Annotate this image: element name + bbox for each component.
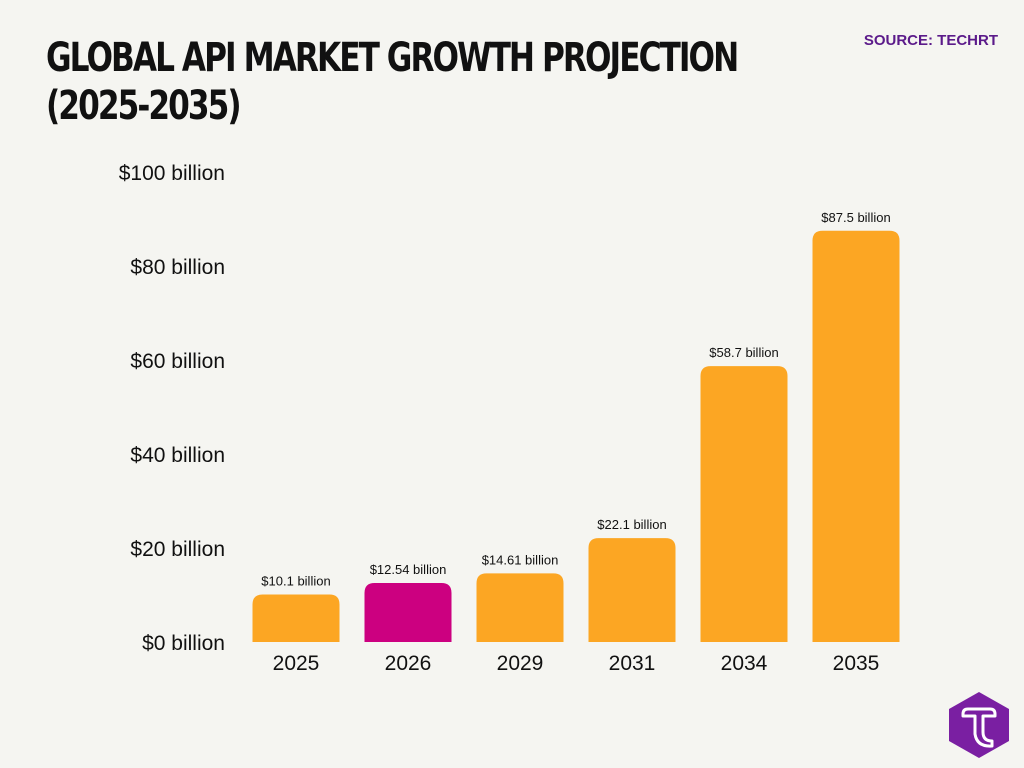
source-label: SOURCE: TECHRT <box>863 32 998 49</box>
y-tick-label: $100 billion <box>119 162 225 185</box>
techrt-t-logo-icon <box>949 692 1009 758</box>
x-tick-label: 2029 <box>497 652 544 675</box>
x-tick-label: 2026 <box>385 652 432 675</box>
bar <box>588 538 676 642</box>
bar <box>700 366 788 642</box>
y-tick-label: $0 billion <box>142 632 225 655</box>
bar <box>476 573 564 642</box>
bar <box>812 230 900 642</box>
y-tick-label: $40 billion <box>130 444 225 467</box>
y-tick-label: $80 billion <box>130 256 225 279</box>
data-label: $58.7 billion <box>709 345 778 360</box>
bar <box>364 583 452 642</box>
x-tick-label: 2034 <box>721 652 768 675</box>
chart-title-line-2: (2025-2035) <box>46 83 242 129</box>
bar <box>252 594 340 642</box>
x-tick-label: 2025 <box>273 652 320 675</box>
data-label: $12.54 billion <box>370 562 447 577</box>
x-tick-label: 2031 <box>609 652 656 675</box>
data-label: $87.5 billion <box>821 210 890 225</box>
data-label: $10.1 billion <box>261 574 330 589</box>
y-tick-label: $20 billion <box>130 538 225 561</box>
data-label: $14.61 billion <box>482 552 559 567</box>
x-tick-label: 2035 <box>833 652 880 675</box>
data-label: $22.1 billion <box>597 517 666 532</box>
y-tick-label: $60 billion <box>130 350 225 373</box>
